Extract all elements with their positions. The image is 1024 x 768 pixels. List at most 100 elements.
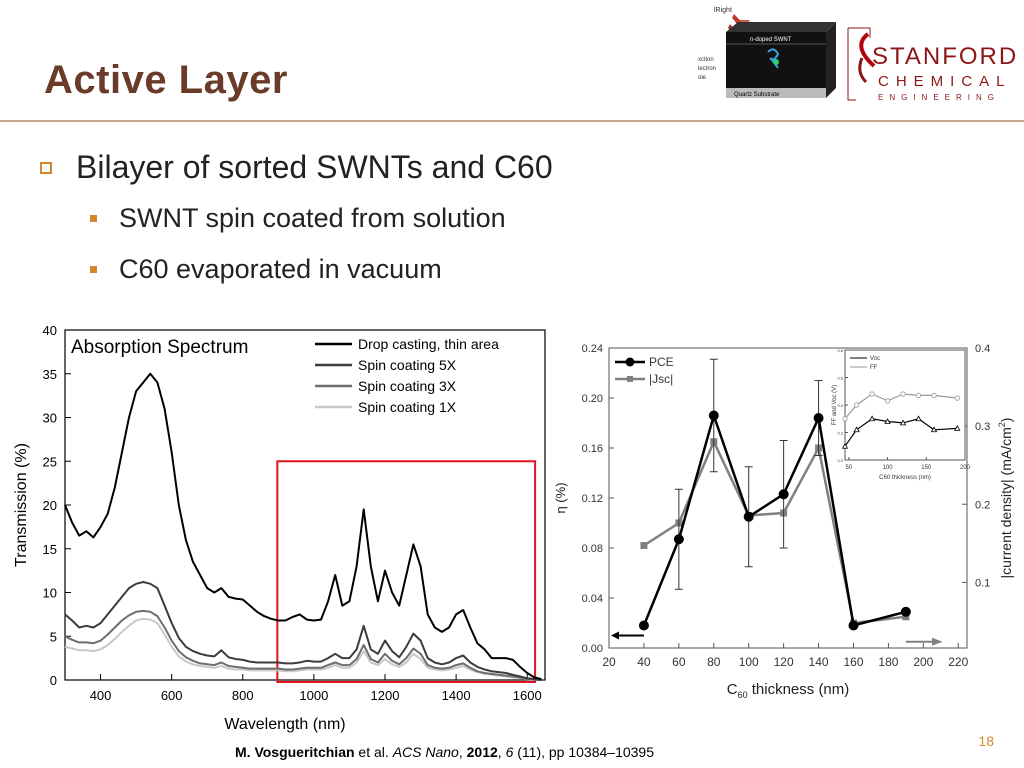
x-tick-label: 400 bbox=[90, 688, 112, 703]
pce-marker bbox=[638, 620, 649, 631]
legend-label: Spin coating 3X bbox=[358, 378, 457, 394]
x-label-rest: thickness (nm) bbox=[748, 681, 850, 698]
pce-marker bbox=[848, 620, 859, 631]
y-tick-label-left: 0.08 bbox=[582, 543, 603, 555]
bullet-main-text: Bilayer of sorted SWNTs and C60 bbox=[76, 149, 553, 185]
title-divider bbox=[0, 120, 1024, 122]
logo-frame bbox=[847, 28, 856, 101]
x-tick-label: 180 bbox=[878, 655, 898, 669]
logo-line3: ENGINEERING bbox=[878, 93, 1000, 102]
legend-marker-jsc bbox=[627, 376, 633, 382]
y-tick-label: 5 bbox=[50, 629, 57, 644]
inset-legend-label: FF bbox=[870, 365, 878, 371]
y-tick-label-left: 0.20 bbox=[582, 393, 603, 405]
x-tick-label: 160 bbox=[843, 655, 863, 669]
inset-ff-marker bbox=[954, 395, 960, 401]
series-line bbox=[64, 617, 542, 681]
inset-frame bbox=[844, 349, 966, 461]
jsc-marker bbox=[640, 542, 648, 549]
citation-etal: et al. bbox=[354, 744, 393, 760]
pce-chart: 20 40 60 80 100 120 140 160 180 200 220 0.00 0.04 0.0… bbox=[553, 343, 1014, 700]
y-tick-label-right: 0.2 bbox=[975, 499, 990, 511]
inset-voc-marker bbox=[954, 425, 961, 431]
logo-frame bbox=[848, 27, 871, 38]
inset-y-tick-label: 0.0 bbox=[837, 458, 843, 463]
inset-legend-label: Voc bbox=[870, 356, 880, 362]
inset-ff-marker bbox=[884, 398, 891, 404]
x-tick-label: 1400 bbox=[442, 688, 471, 703]
diagram-side-label: xciton bbox=[698, 57, 714, 63]
slide-title: Active Layer bbox=[44, 58, 288, 102]
pce-marker bbox=[673, 534, 684, 545]
x-axis-label: Wavelength (nm) bbox=[224, 716, 345, 733]
device-diagram: lRight n-doped SWNT Quartz Substrate xci… bbox=[698, 7, 836, 98]
inset-voc-marker bbox=[853, 426, 860, 433]
legend-label: Spin coating 5X bbox=[358, 357, 457, 373]
x-tick-label: 220 bbox=[948, 655, 968, 669]
inset-voc-marker bbox=[868, 415, 876, 422]
logo-swoosh-icon bbox=[859, 32, 876, 68]
legend-marker-pce bbox=[625, 357, 635, 367]
x-tick-label: 200 bbox=[913, 655, 933, 669]
x-tick-label: 80 bbox=[707, 655, 721, 669]
series-line bbox=[64, 581, 542, 681]
x-tick-label: 800 bbox=[232, 688, 254, 703]
inset-ff-marker bbox=[900, 391, 906, 397]
inset-voc-marker bbox=[841, 442, 849, 449]
citation-journal: ACS Nano bbox=[392, 744, 459, 760]
x-label-main: C bbox=[727, 681, 738, 698]
citation-year: 2012 bbox=[466, 744, 498, 760]
y-tick-label-right: 0.3 bbox=[975, 421, 990, 433]
inset-y-tick-label: 0.6 bbox=[837, 376, 843, 381]
inset-ff-marker bbox=[869, 391, 875, 397]
legend-label: Spin coating 1X bbox=[358, 399, 457, 415]
exciton-icon bbox=[773, 59, 779, 65]
inset-y-tick-label: 0.4 bbox=[837, 403, 843, 408]
y-tick-label-left: 0.00 bbox=[582, 643, 603, 655]
inset-ff-marker bbox=[842, 416, 848, 422]
y-tick-label-right: 0.1 bbox=[975, 577, 990, 589]
y-axis-label-left: η (%) bbox=[553, 482, 568, 513]
y-axis-label-right: |current density| (mA/cm2) bbox=[997, 418, 1014, 579]
logo-line2: CHEMICAL bbox=[878, 73, 1012, 90]
y-tick-label: 35 bbox=[43, 367, 57, 382]
y-tick-label: 20 bbox=[43, 498, 57, 513]
y-tick-label: 30 bbox=[43, 411, 57, 426]
legend-label: |Jsc| bbox=[649, 372, 673, 386]
absorption-chart: 400 600 800 1000 1200 1400 1600 0 5 10 15 20 25 30 35 4… bbox=[13, 323, 546, 733]
device-top-face bbox=[726, 22, 836, 32]
citation-rest: (11), pp 10384–10395 bbox=[513, 744, 654, 760]
x-tick-label: 1600 bbox=[513, 688, 542, 703]
inset-x-label: C60 thickness (nm) bbox=[879, 475, 931, 481]
series-line bbox=[64, 372, 542, 681]
inset-x-tick-label: 150 bbox=[921, 465, 932, 471]
substrate-layer bbox=[726, 88, 826, 98]
slide-number: 18 bbox=[978, 733, 994, 749]
citation-author: M. Vosgueritchian bbox=[235, 744, 355, 760]
inset-series-line bbox=[844, 393, 958, 420]
jsc-line bbox=[643, 438, 907, 625]
y-tick-label-right: 0.4 bbox=[975, 343, 990, 355]
layer-label: n-doped SWNT bbox=[750, 37, 792, 43]
x-tick-label: 120 bbox=[774, 655, 794, 669]
pce-marker bbox=[743, 511, 754, 522]
logo-swoosh-icon bbox=[858, 57, 868, 84]
highlight-box bbox=[276, 460, 537, 683]
y-tick-label-left: 0.04 bbox=[582, 593, 603, 605]
x-axis-label: C60 thickness (nm) bbox=[727, 681, 850, 700]
x-tick-label: 100 bbox=[739, 655, 759, 669]
sub-bullet-text: C60 evaporated in vacuum bbox=[119, 254, 442, 284]
pce-marker bbox=[778, 489, 789, 500]
sub-bullet-icon bbox=[90, 215, 97, 222]
y-axis-label: Transmission (%) bbox=[13, 443, 30, 567]
y-label-right-sup: 2 bbox=[997, 422, 1007, 427]
y-label-right-end: ) bbox=[998, 418, 1014, 423]
light-label: lRight bbox=[714, 7, 732, 14]
inset-x-tick-label: 50 bbox=[846, 465, 853, 471]
x-tick-label: 140 bbox=[809, 655, 829, 669]
citation-volume: 6 bbox=[505, 744, 514, 760]
x-tick-label: 1200 bbox=[371, 688, 400, 703]
y-tick-label-left: 0.16 bbox=[582, 443, 603, 455]
pce-marker bbox=[900, 606, 911, 617]
y-tick-label-left: 0.12 bbox=[582, 493, 603, 505]
